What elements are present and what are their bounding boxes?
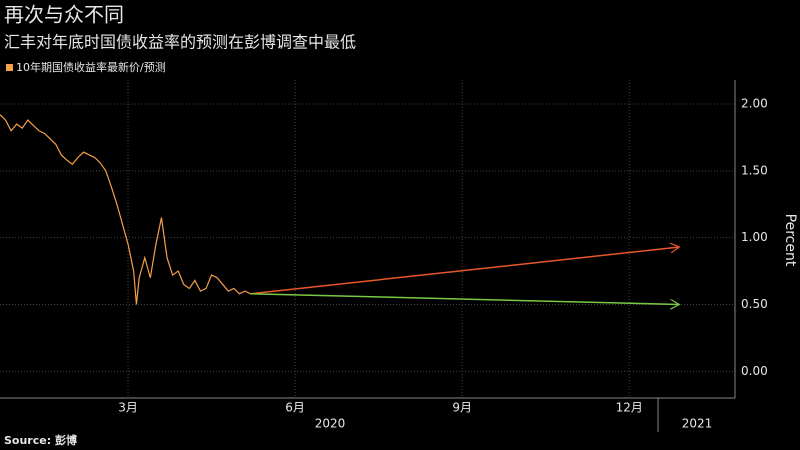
chart-subtitle: 汇丰对年底时国债收益率的预测在彭博调查中最低 <box>4 33 356 52</box>
y-tick-label: 0.50 <box>741 297 768 311</box>
x-tick-label: 3月 <box>118 401 138 415</box>
chart-title: 再次与众不同 <box>4 3 124 27</box>
source: Source: 彭博 <box>4 433 77 447</box>
y-tick-label: 0.00 <box>741 364 768 378</box>
legend-label: 10年期国债收益率最新价/预测 <box>16 60 166 74</box>
year-label: 2020 <box>315 417 346 431</box>
series-line <box>250 293 680 305</box>
x-tick-label: 9月 <box>452 401 472 415</box>
x-tick-label: 6月 <box>285 401 305 415</box>
y-tick-label: 1.00 <box>741 230 768 244</box>
y-axis-label: Percent <box>782 214 798 267</box>
y-tick-label: 2.00 <box>741 97 768 111</box>
year-label: 2021 <box>682 417 713 431</box>
series-line <box>250 247 680 295</box>
legend-swatch <box>6 64 13 71</box>
y-tick-label: 1.50 <box>741 163 768 177</box>
series-line <box>0 114 251 305</box>
x-tick-label: 12月 <box>616 401 643 415</box>
